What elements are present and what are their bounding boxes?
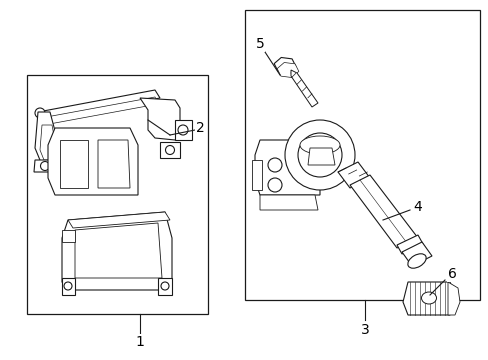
Polygon shape xyxy=(35,112,60,165)
Circle shape xyxy=(35,108,45,118)
Circle shape xyxy=(297,133,341,177)
Ellipse shape xyxy=(421,292,436,304)
Polygon shape xyxy=(277,63,298,77)
Polygon shape xyxy=(160,142,180,158)
Polygon shape xyxy=(75,223,162,278)
Polygon shape xyxy=(396,235,422,254)
Circle shape xyxy=(267,158,282,172)
Circle shape xyxy=(165,145,174,154)
Text: 2: 2 xyxy=(195,121,204,135)
Polygon shape xyxy=(41,97,158,125)
Polygon shape xyxy=(48,128,138,195)
Polygon shape xyxy=(60,140,88,188)
Circle shape xyxy=(64,282,72,290)
Polygon shape xyxy=(254,140,319,195)
Polygon shape xyxy=(62,278,75,295)
Polygon shape xyxy=(38,90,160,120)
Polygon shape xyxy=(251,160,262,190)
Circle shape xyxy=(161,282,169,290)
Polygon shape xyxy=(447,282,459,315)
Polygon shape xyxy=(34,160,56,172)
Polygon shape xyxy=(274,58,295,72)
Circle shape xyxy=(41,162,49,171)
Circle shape xyxy=(267,178,282,192)
Polygon shape xyxy=(40,125,57,160)
Text: 3: 3 xyxy=(360,323,368,337)
Polygon shape xyxy=(260,195,317,210)
Polygon shape xyxy=(158,278,172,295)
Polygon shape xyxy=(140,98,180,140)
Polygon shape xyxy=(402,282,454,315)
Polygon shape xyxy=(62,212,172,290)
Bar xyxy=(27,75,207,314)
Polygon shape xyxy=(68,212,170,228)
Polygon shape xyxy=(62,230,75,242)
Bar xyxy=(244,10,479,300)
Polygon shape xyxy=(337,162,369,188)
Text: 1: 1 xyxy=(135,335,144,349)
Ellipse shape xyxy=(407,254,426,268)
Polygon shape xyxy=(175,120,192,140)
Text: 5: 5 xyxy=(255,37,264,51)
Circle shape xyxy=(178,125,187,135)
Text: 6: 6 xyxy=(447,267,455,281)
Text: 4: 4 xyxy=(413,200,422,214)
Circle shape xyxy=(285,120,354,190)
Polygon shape xyxy=(307,148,334,165)
Polygon shape xyxy=(349,175,417,248)
Polygon shape xyxy=(290,70,317,107)
Polygon shape xyxy=(98,140,130,188)
Polygon shape xyxy=(401,242,431,266)
Ellipse shape xyxy=(299,136,339,154)
